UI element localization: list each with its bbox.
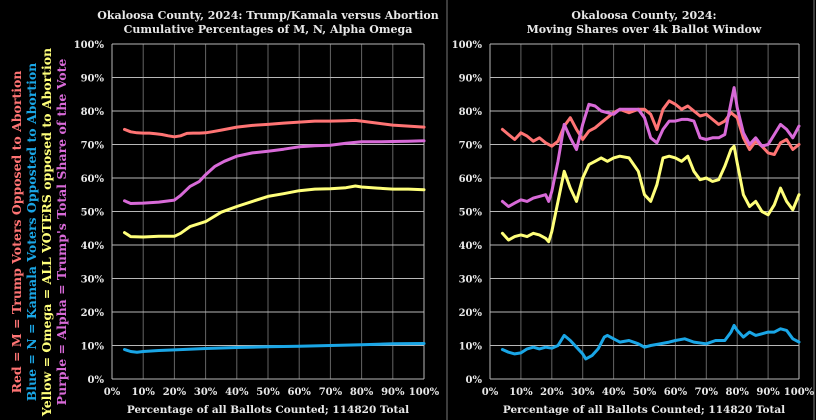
legend-red: Red = M = Trump Voters Opposed to Aborti… — [9, 71, 24, 394]
x-axis: 0% 10% 20% 30% 40% 50% 60% 70% 80% 90% 100% — [482, 387, 815, 398]
chart-subtitle: Cumulative Percentages of M, N, Alpha Om… — [124, 23, 413, 36]
x-axis: 0% 10% 20% 30% 40% 50% 60% 70% 80% 90% 100% — [104, 387, 440, 398]
legend-yellow: Yellow = Omega = ALL VOTERS opposed to A… — [39, 48, 54, 417]
cumulative-chart: Okaloosa County, 2024: Trump/Kamala vers… — [74, 9, 440, 416]
legend-blue: Blue = N = Kamala Voters Opposted to Abo… — [24, 63, 39, 402]
x-tick-label: 40% — [225, 387, 249, 398]
y-tick-label: 80% — [459, 107, 483, 118]
chart-title: Okaloosa County, 2024: — [571, 9, 716, 22]
y-axis: 0% 10% 20% 30% 40% 50% 60% 70% 80% 90% 100% — [74, 40, 105, 386]
series-lines — [500, 86, 801, 361]
legend: Red = M = Trump Voters Opposed to Aborti… — [9, 48, 69, 417]
x-tick-label: 100% — [409, 387, 440, 398]
chart-title: Okaloosa County, 2024: Trump/Kamala vers… — [97, 9, 438, 22]
series-line-red — [123, 118, 426, 139]
x-tick-label: 10% — [509, 387, 533, 398]
y-tick-label: 30% — [459, 275, 483, 286]
y-tick-label: 10% — [459, 342, 483, 353]
x-tick-label: 80% — [725, 387, 749, 398]
y-tick-label: 70% — [81, 141, 105, 152]
moving-share-chart: Okaloosa County, 2024: Moving Shares ove… — [452, 9, 815, 416]
x-tick-label: 0% — [482, 387, 499, 398]
y-tick-label: 60% — [81, 174, 105, 185]
grid — [111, 43, 425, 380]
x-tick-label: 100% — [784, 387, 815, 398]
series-line-yellow — [500, 144, 801, 244]
series-lines — [123, 118, 426, 354]
x-tick-label: 0% — [104, 387, 121, 398]
y-tick-label: 60% — [459, 174, 483, 185]
x-tick-label: 50% — [633, 387, 657, 398]
x-tick-label: 90% — [381, 387, 405, 398]
y-tick-label: 50% — [81, 208, 105, 219]
series-line-blue — [500, 323, 801, 361]
y-tick-label: 90% — [81, 74, 105, 85]
x-tick-label: 40% — [602, 387, 626, 398]
y-axis: 0% 10% 20% 30% 40% 50% 60% 70% 80% 90% 100% — [452, 40, 483, 386]
x-tick-label: 20% — [540, 387, 564, 398]
chart-subtitle: Moving Shares over 4k Ballot Window — [527, 23, 762, 36]
y-tick-label: 100% — [452, 40, 483, 51]
y-tick-label: 20% — [81, 308, 105, 319]
y-tick-label: 100% — [74, 40, 105, 51]
y-tick-label: 0% — [88, 375, 105, 386]
x-tick-label: 70% — [695, 387, 719, 398]
y-tick-label: 40% — [459, 241, 483, 252]
x-axis-label: Percentage of all Ballots Counted; 11482… — [503, 404, 785, 416]
series-line-purple — [500, 86, 801, 208]
x-tick-label: 10% — [131, 387, 155, 398]
y-tick-label: 50% — [459, 208, 483, 219]
y-tick-label: 20% — [459, 308, 483, 319]
y-tick-label: 70% — [459, 141, 483, 152]
y-tick-label: 90% — [459, 74, 483, 85]
x-axis-label: Percentage of all Ballots Counted; 11482… — [127, 404, 409, 416]
x-tick-label: 60% — [287, 387, 311, 398]
y-tick-label: 10% — [81, 342, 105, 353]
series-line-purple — [123, 139, 426, 205]
y-tick-label: 30% — [81, 275, 105, 286]
x-tick-label: 80% — [350, 387, 374, 398]
x-tick-label: 90% — [756, 387, 780, 398]
x-tick-label: 30% — [571, 387, 595, 398]
y-tick-label: 0% — [466, 375, 483, 386]
x-tick-label: 70% — [319, 387, 343, 398]
grid — [489, 43, 800, 380]
y-tick-label: 80% — [81, 107, 105, 118]
series-line-yellow — [123, 184, 426, 239]
x-tick-label: 60% — [664, 387, 688, 398]
series-line-red — [500, 99, 801, 156]
y-tick-label: 40% — [81, 241, 105, 252]
x-tick-label: 50% — [256, 387, 280, 398]
legend-purple: Purple = Alpha = Trump's Total Share of … — [54, 59, 69, 406]
x-tick-label: 20% — [163, 387, 187, 398]
x-tick-label: 30% — [194, 387, 218, 398]
series-line-blue — [123, 342, 426, 354]
